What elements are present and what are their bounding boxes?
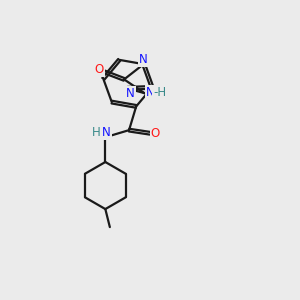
Text: N: N bbox=[146, 85, 154, 98]
Text: N: N bbox=[126, 87, 135, 100]
Text: -H: -H bbox=[153, 85, 166, 98]
Text: N: N bbox=[139, 53, 148, 66]
Text: H: H bbox=[92, 126, 101, 139]
Text: O: O bbox=[151, 127, 160, 140]
Text: O: O bbox=[95, 63, 104, 76]
Text: N: N bbox=[102, 126, 111, 139]
